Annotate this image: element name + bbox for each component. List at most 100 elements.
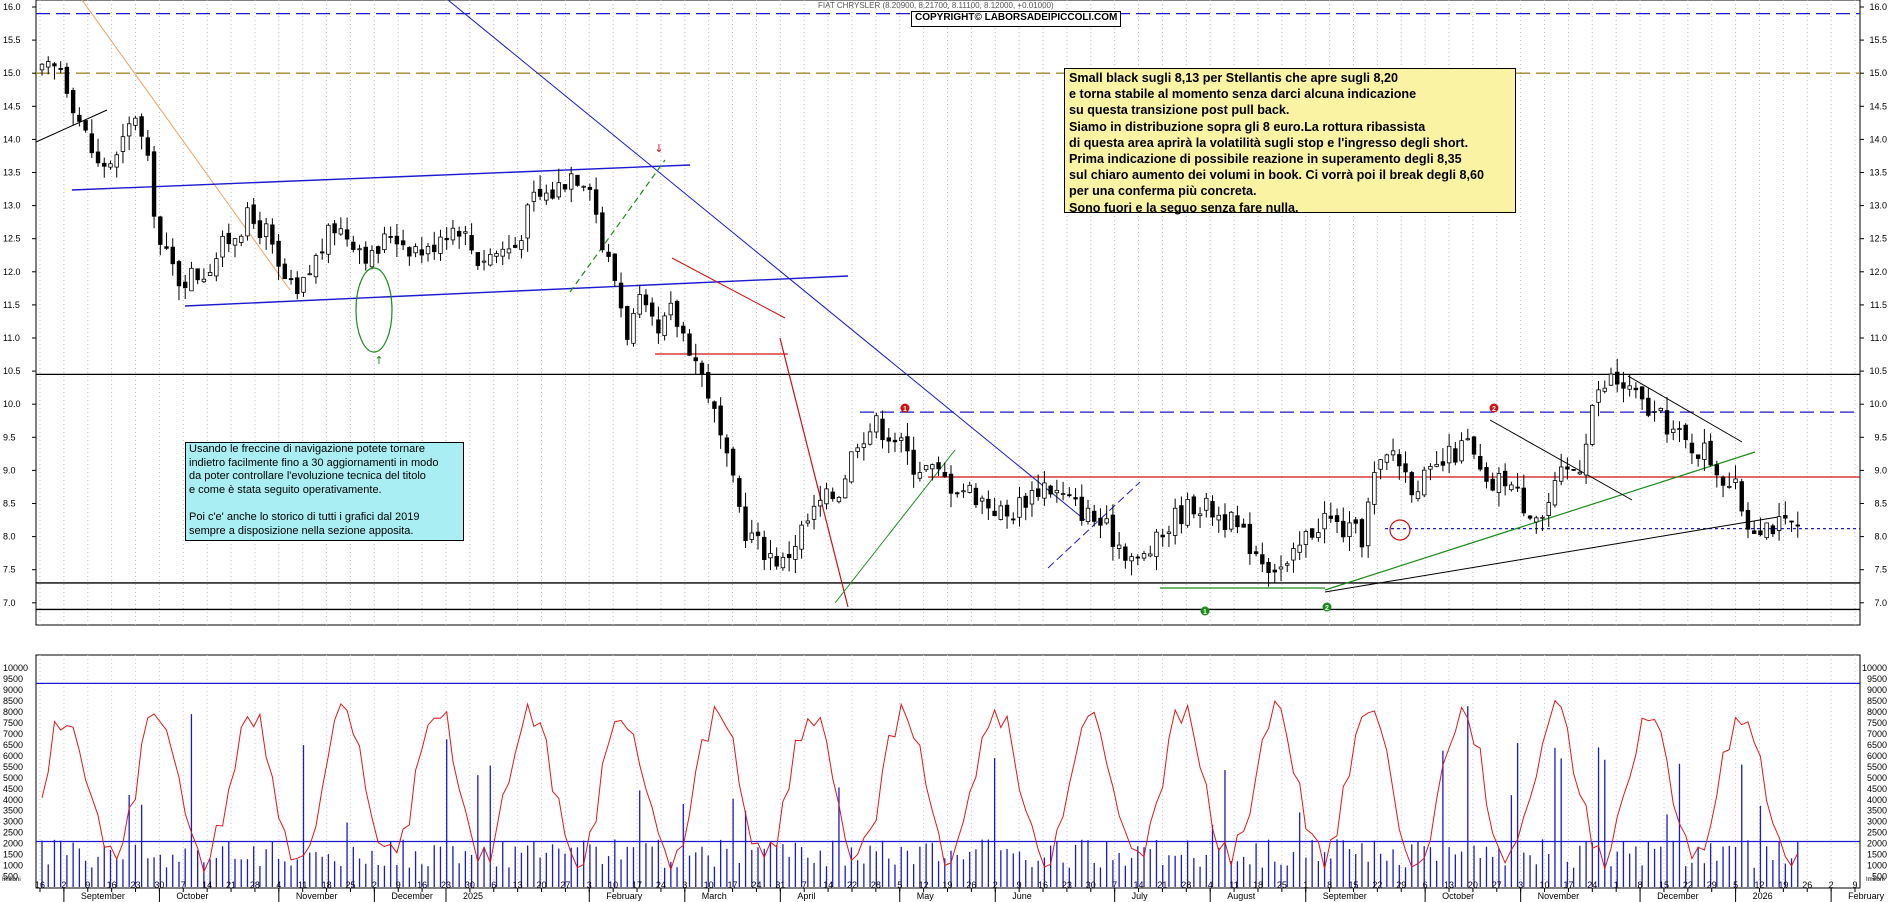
candle-body bbox=[1596, 389, 1601, 403]
month-label: September bbox=[81, 891, 125, 901]
highlight-circle bbox=[1389, 519, 1411, 541]
candle-body bbox=[1683, 424, 1688, 441]
candle-body bbox=[70, 90, 76, 114]
day-tick-label: 23 bbox=[441, 880, 451, 890]
day-tick-label: 19 bbox=[942, 880, 952, 890]
candle-body bbox=[1490, 478, 1495, 491]
candle-body bbox=[886, 437, 891, 442]
candle-body bbox=[1621, 382, 1626, 389]
volume-tick-label: 6500 bbox=[3, 740, 23, 750]
volume-tick-label: 9500 bbox=[1867, 674, 1887, 684]
volume-oscillator-line bbox=[41, 699, 1799, 874]
candle-body bbox=[1478, 455, 1483, 470]
candle-body bbox=[1795, 524, 1800, 527]
volume-bars bbox=[41, 706, 1799, 887]
month-label: August bbox=[1227, 891, 1256, 901]
price-tick-label: 13.0 bbox=[1869, 201, 1887, 211]
day-tick-label: 13 bbox=[513, 880, 523, 890]
candle-body bbox=[170, 246, 175, 265]
candle-body bbox=[139, 116, 144, 137]
svg-text:1: 1 bbox=[1203, 609, 1207, 616]
candle-body bbox=[1085, 507, 1091, 522]
candle-body bbox=[880, 418, 885, 441]
volume-tick-label: 9000 bbox=[3, 685, 23, 695]
candle-body bbox=[1515, 486, 1520, 489]
candle-body bbox=[488, 253, 493, 266]
candle-body bbox=[1459, 440, 1464, 462]
day-tick-label: 2 bbox=[372, 880, 377, 890]
day-tick-label: 30 bbox=[1086, 880, 1096, 890]
volume-tick-label: 10000 bbox=[3, 663, 28, 673]
candle-body bbox=[1260, 554, 1265, 565]
price-tick-label: 16.0 bbox=[1869, 2, 1887, 12]
volume-unit-left: Imilioni bbox=[2, 877, 21, 883]
day-tick-label: 8 bbox=[1638, 880, 1643, 890]
candle-body bbox=[39, 63, 45, 71]
month-label: 2025 bbox=[463, 891, 483, 901]
volume-tick-label: 8000 bbox=[3, 707, 23, 717]
candle-body bbox=[581, 185, 586, 188]
day-tick-label: 10 bbox=[704, 880, 714, 890]
price-tick-label: 9.0 bbox=[3, 465, 16, 475]
candle-body bbox=[77, 114, 82, 122]
candle-body bbox=[1210, 501, 1215, 518]
candle-body bbox=[1577, 471, 1583, 475]
volume-tick-label: 6000 bbox=[3, 751, 23, 761]
candle-body bbox=[183, 281, 188, 289]
candle-body bbox=[1434, 463, 1439, 467]
candle-body bbox=[930, 464, 935, 470]
candle-body bbox=[1129, 556, 1134, 562]
candle-body bbox=[151, 151, 157, 217]
candle-body bbox=[1004, 504, 1010, 517]
price-tick-label: 11.5 bbox=[3, 300, 20, 310]
marker-red-2: 2 bbox=[1489, 403, 1499, 413]
candle-body bbox=[126, 123, 132, 137]
day-tick-label: 8 bbox=[1327, 880, 1332, 890]
candle-body bbox=[1204, 497, 1209, 511]
price-tick-label: 9.5 bbox=[1874, 432, 1887, 442]
candle-body bbox=[46, 61, 51, 68]
svg-text:1: 1 bbox=[903, 406, 907, 413]
day-tick-label: 17 bbox=[1563, 880, 1573, 890]
candle-body bbox=[1328, 515, 1334, 519]
candle-body bbox=[699, 362, 705, 375]
day-tick-label: 30 bbox=[465, 880, 475, 890]
volume-tick-label: 7500 bbox=[3, 718, 23, 728]
day-tick-label: 2 bbox=[1829, 880, 1834, 890]
candle-body bbox=[1540, 516, 1545, 519]
price-tick-label: 15.5 bbox=[1869, 35, 1887, 45]
candle-body bbox=[1378, 459, 1383, 470]
candle-body bbox=[824, 488, 829, 505]
candle-body bbox=[1446, 445, 1452, 464]
candle-body bbox=[432, 244, 437, 253]
candle-body bbox=[120, 136, 126, 152]
day-tick-label: 9 bbox=[85, 880, 90, 890]
candle-body bbox=[1571, 469, 1576, 471]
candle-body bbox=[867, 431, 873, 445]
volume-tick-label: 10000 bbox=[1862, 663, 1887, 673]
candle-body bbox=[1216, 514, 1221, 521]
candle-body bbox=[376, 246, 381, 254]
day-tick-label: 27 bbox=[560, 880, 570, 890]
candle-body bbox=[874, 415, 879, 433]
volume-tick-label: 4500 bbox=[1867, 784, 1887, 794]
candle-body bbox=[344, 229, 350, 240]
candle-body bbox=[649, 302, 655, 317]
candle-body bbox=[226, 232, 231, 245]
candle-body bbox=[1789, 520, 1794, 523]
day-tick-label: 7 bbox=[802, 880, 807, 890]
horizontal-levels bbox=[36, 12, 1860, 843]
candle-body bbox=[525, 204, 530, 239]
day-tick-label: 28 bbox=[1181, 880, 1191, 890]
candle-body bbox=[239, 235, 244, 243]
price-tick-label: 12.5 bbox=[3, 234, 21, 244]
note-line: e come è stata seguito operativamente. bbox=[189, 483, 382, 496]
candle-body bbox=[357, 248, 362, 251]
candle-body bbox=[749, 532, 754, 540]
candle-body bbox=[1608, 373, 1614, 386]
candle-body bbox=[1148, 553, 1153, 557]
day-tick-label: 12 bbox=[919, 880, 929, 890]
volume-tick-label: 7000 bbox=[1867, 729, 1887, 739]
note-line: Sono fuori e la seguo senza fare nulla. bbox=[1069, 200, 1299, 215]
candle-body bbox=[1141, 553, 1147, 559]
